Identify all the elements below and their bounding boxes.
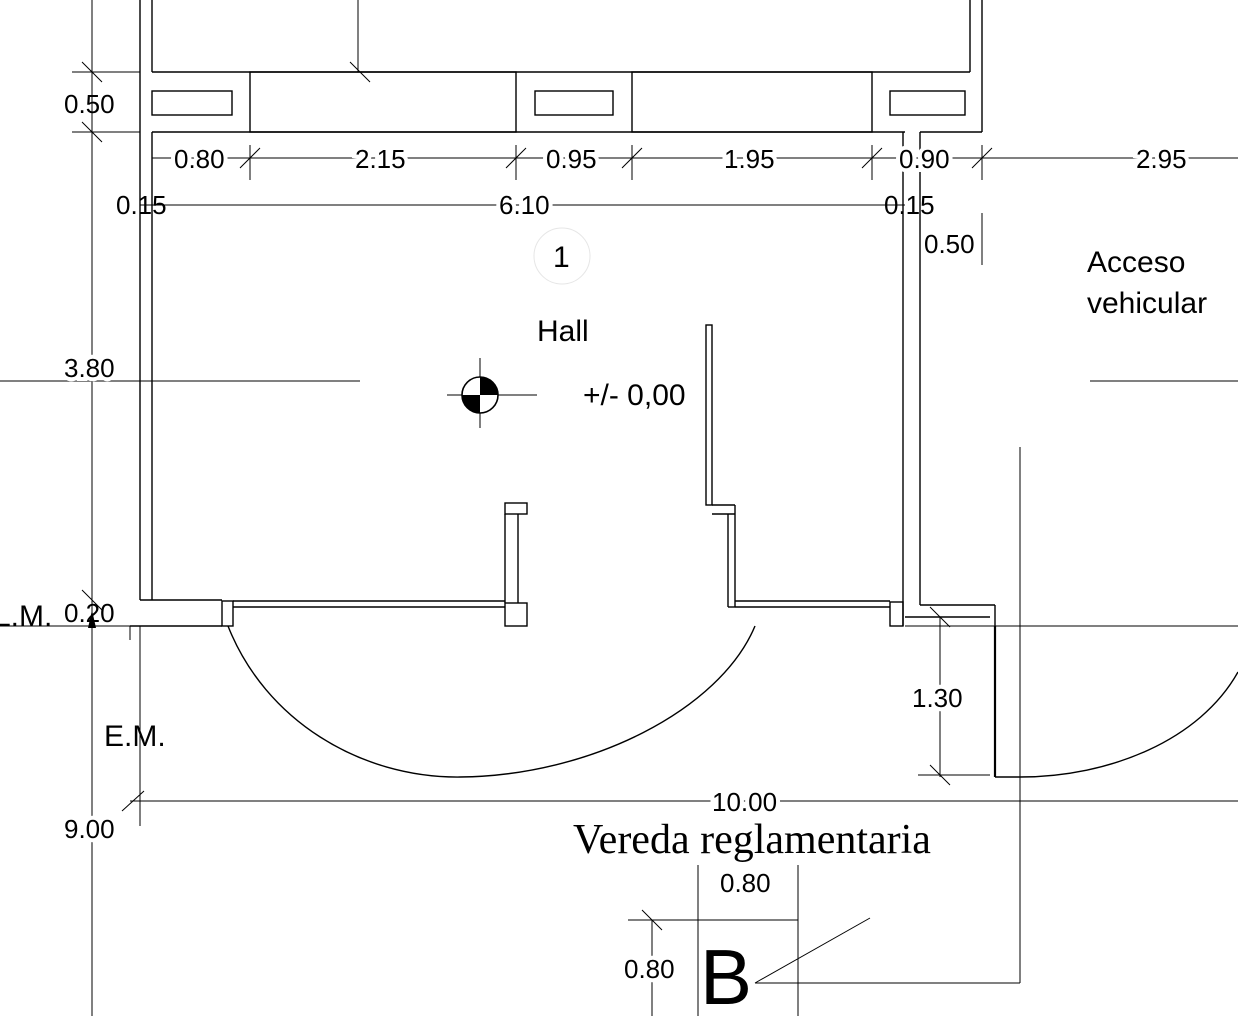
dim-hall-depth: 3.80	[64, 353, 115, 383]
dim-seg6: 2.95	[1136, 144, 1187, 174]
room-name: Hall	[537, 315, 589, 348]
dim-lot-width: 10.00	[712, 787, 777, 817]
window-frames	[151, 71, 966, 133]
dim-seg4: 1.95	[724, 144, 775, 174]
room-number-bubble	[533, 227, 591, 285]
level-datum-icon	[447, 358, 537, 428]
top-wall	[139, 0, 983, 600]
dim-wall-left: 0.15	[116, 190, 167, 220]
dim-seg3: 0.95	[546, 144, 597, 174]
dim-seg2: 2.15	[355, 144, 406, 174]
property-line	[0, 625, 1238, 826]
section-marker-label: B	[700, 933, 752, 1016]
room-labels: 1 Hall +/- 0,00 Acceso vehicular L.M. E.…	[0, 227, 1207, 1016]
dim-front-wall: 0.20	[64, 598, 115, 628]
axis-lines	[0, 213, 1238, 382]
dim-seg1: 0.80	[174, 144, 225, 174]
section-leader	[754, 447, 1021, 984]
access-label-line1: Acceso	[1087, 246, 1185, 279]
dim-door-swing: 1.30	[912, 683, 963, 713]
dimension-lines	[72, 0, 1238, 1016]
lm-label: L.M.	[0, 600, 52, 633]
dim-hall-width: 6.10	[499, 190, 550, 220]
level-label: +/- 0,00	[583, 379, 686, 412]
em-label: E.M.	[104, 720, 166, 753]
access-label-line2: vehicular	[1087, 287, 1207, 320]
dim-side-wall: 0.50	[924, 229, 975, 259]
dim-marker-h: 0.80	[624, 954, 675, 984]
dim-wall-right: 0.15	[884, 190, 935, 220]
sidewalk-label: Vereda reglamentaria	[573, 817, 931, 863]
dimension-labels: 0.50 0.80 2.15 0.95 1.95 0.90 2.95 0.15 …	[60, 89, 1191, 988]
dim-seg5: 0.90	[899, 144, 950, 174]
room-number: 1	[553, 241, 570, 274]
dim-wall-top: 0.50	[64, 89, 115, 119]
door-swing-arcs	[227, 625, 1238, 778]
dim-marker-w: 0.80	[720, 868, 771, 898]
hall-walls	[130, 132, 996, 627]
dim-setback: 9.00	[64, 814, 115, 844]
